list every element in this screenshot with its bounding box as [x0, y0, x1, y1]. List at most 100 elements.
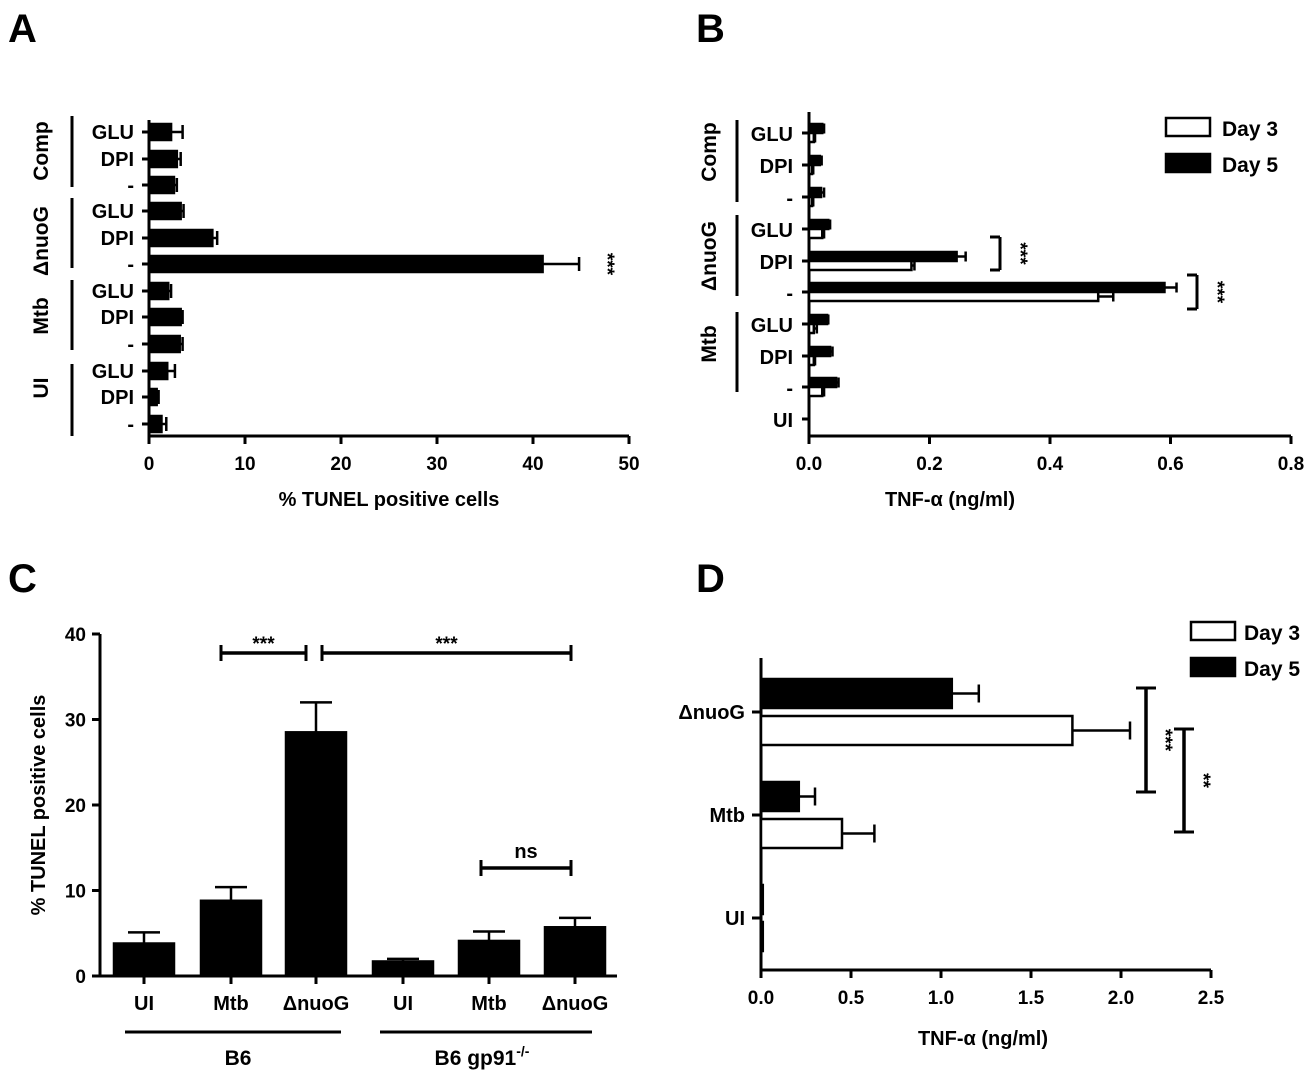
x-tick-label: 0.2: [916, 454, 942, 475]
bar-day3: [759, 920, 765, 953]
category-label: -: [786, 378, 793, 400]
y-tick-label: 40: [65, 625, 86, 646]
legend-label-day5: Day 5: [1222, 154, 1278, 177]
category-label: UI: [134, 993, 154, 1015]
category-label: Mtb: [471, 993, 507, 1015]
bar-day5: [807, 154, 822, 167]
category-label: GLU: [92, 201, 134, 223]
category-label: DPI: [101, 307, 134, 329]
category-label: -: [786, 188, 793, 210]
category-label: -: [127, 254, 134, 276]
bar: [457, 939, 521, 978]
y-tick-label: 10: [65, 882, 86, 903]
group-label: UI: [30, 378, 53, 399]
category-label: ΔnuoG: [678, 702, 745, 724]
significance-marker: ***: [1154, 729, 1175, 752]
category-label: ΔnuoG: [542, 993, 609, 1015]
category-label: UI: [773, 410, 793, 432]
chart-c: 0 10 20 30 40 % TUNEL positive cells UI Mtb Δnuo…: [28, 625, 617, 1070]
bar-day3: [807, 385, 824, 398]
chart-b: 0.0 0.2 0.4 0.6 0.8 TNF-α (ng/ml) GLU DPI - GLU DP…: [698, 112, 1304, 511]
panel-label-c: C: [8, 557, 37, 601]
category-label: -: [786, 283, 793, 305]
category-label: DPI: [760, 252, 793, 274]
bar: [147, 175, 176, 195]
category-label: DPI: [760, 156, 793, 178]
y-tick-label: 0: [75, 967, 86, 988]
legend-swatch-day5: [1189, 656, 1237, 678]
bar-day3: [807, 259, 913, 272]
bar-day5: [807, 122, 824, 135]
group-label: ΔnuoG: [30, 206, 53, 276]
category-label: GLU: [751, 220, 793, 242]
bar: [147, 149, 179, 169]
category-label: GLU: [92, 122, 134, 144]
group-label: Comp: [30, 121, 53, 181]
bar-day3: [807, 354, 816, 367]
x-tick-label: 0.0: [748, 988, 774, 1009]
bar-day3: [807, 131, 816, 144]
group-label: Comp: [698, 122, 721, 182]
group-label: B6: [225, 1047, 252, 1070]
significance-marker: ***: [252, 634, 275, 655]
x-axis-title: TNF-α (ng/ml): [918, 1028, 1048, 1050]
panel-label-a: A: [8, 7, 37, 51]
chart-a: 0 10 20 30 40 50 % TUNEL positive cells GLU DPI -…: [30, 116, 640, 511]
y-tick-label: 30: [65, 711, 86, 732]
legend-label-day3: Day 3: [1222, 118, 1278, 141]
legend-swatch-day3: [1189, 620, 1237, 642]
bar: [147, 334, 181, 354]
category-label: DPI: [101, 228, 134, 250]
legend-label-day3: Day 3: [1244, 622, 1300, 645]
bar: [147, 122, 173, 142]
category-label: DPI: [101, 149, 134, 171]
bar: [147, 281, 170, 301]
x-tick-label: 1.0: [928, 988, 954, 1009]
legend-label-day5: Day 5: [1244, 658, 1300, 681]
category-label: Mtb: [213, 993, 249, 1015]
bar: [371, 960, 435, 978]
category-label: GLU: [751, 315, 793, 337]
category-label: -: [127, 334, 134, 356]
bar: [147, 228, 214, 248]
x-tick-label: 2.0: [1108, 988, 1134, 1009]
bar-day3: [807, 195, 814, 208]
y-axis-title: % TUNEL positive cells: [28, 695, 50, 916]
group-label: Mtb: [698, 325, 721, 362]
group-label: Mtb: [30, 297, 53, 334]
category-label: Mtb: [709, 805, 745, 827]
bar-day5: [807, 186, 823, 199]
bar: [147, 387, 158, 407]
x-tick-label: 30: [426, 454, 447, 475]
bar: [543, 926, 607, 978]
category-label: UI: [393, 993, 413, 1015]
category-label: DPI: [101, 387, 134, 409]
group-label-superscript: -/-: [516, 1043, 530, 1059]
bar-day5: [759, 780, 801, 813]
bar-day3: [807, 227, 824, 240]
significance-marker: ***: [1009, 242, 1030, 265]
bar: [147, 361, 169, 381]
bar-day3: [807, 290, 1100, 303]
chart-d: 0.0 0.5 1.0 1.5 2.0 2.5 TNF-α (ng/ml) ΔnuoG Mtb U…: [678, 620, 1300, 1050]
group-label: B6 gp91-/-: [435, 1043, 530, 1070]
bar: [284, 731, 348, 978]
bar: [199, 899, 263, 978]
significance-marker: **: [1192, 773, 1213, 788]
x-tick-label: 1.5: [1018, 988, 1045, 1009]
legend-swatch-day5: [1164, 152, 1212, 174]
category-label: GLU: [751, 124, 793, 146]
category-label: UI: [725, 908, 745, 930]
bar: [147, 307, 182, 327]
bar-day5: [807, 376, 838, 389]
bar-day5: [759, 883, 765, 916]
category-label: GLU: [92, 281, 134, 303]
bar-day3: [807, 163, 814, 176]
bar: [147, 201, 182, 221]
x-tick-label: 20: [330, 454, 351, 475]
y-tick-label: 20: [65, 796, 86, 817]
bar: [147, 414, 163, 434]
bar-day5: [759, 677, 954, 710]
legend-swatch-day3: [1164, 116, 1212, 138]
category-label: -: [127, 414, 134, 436]
